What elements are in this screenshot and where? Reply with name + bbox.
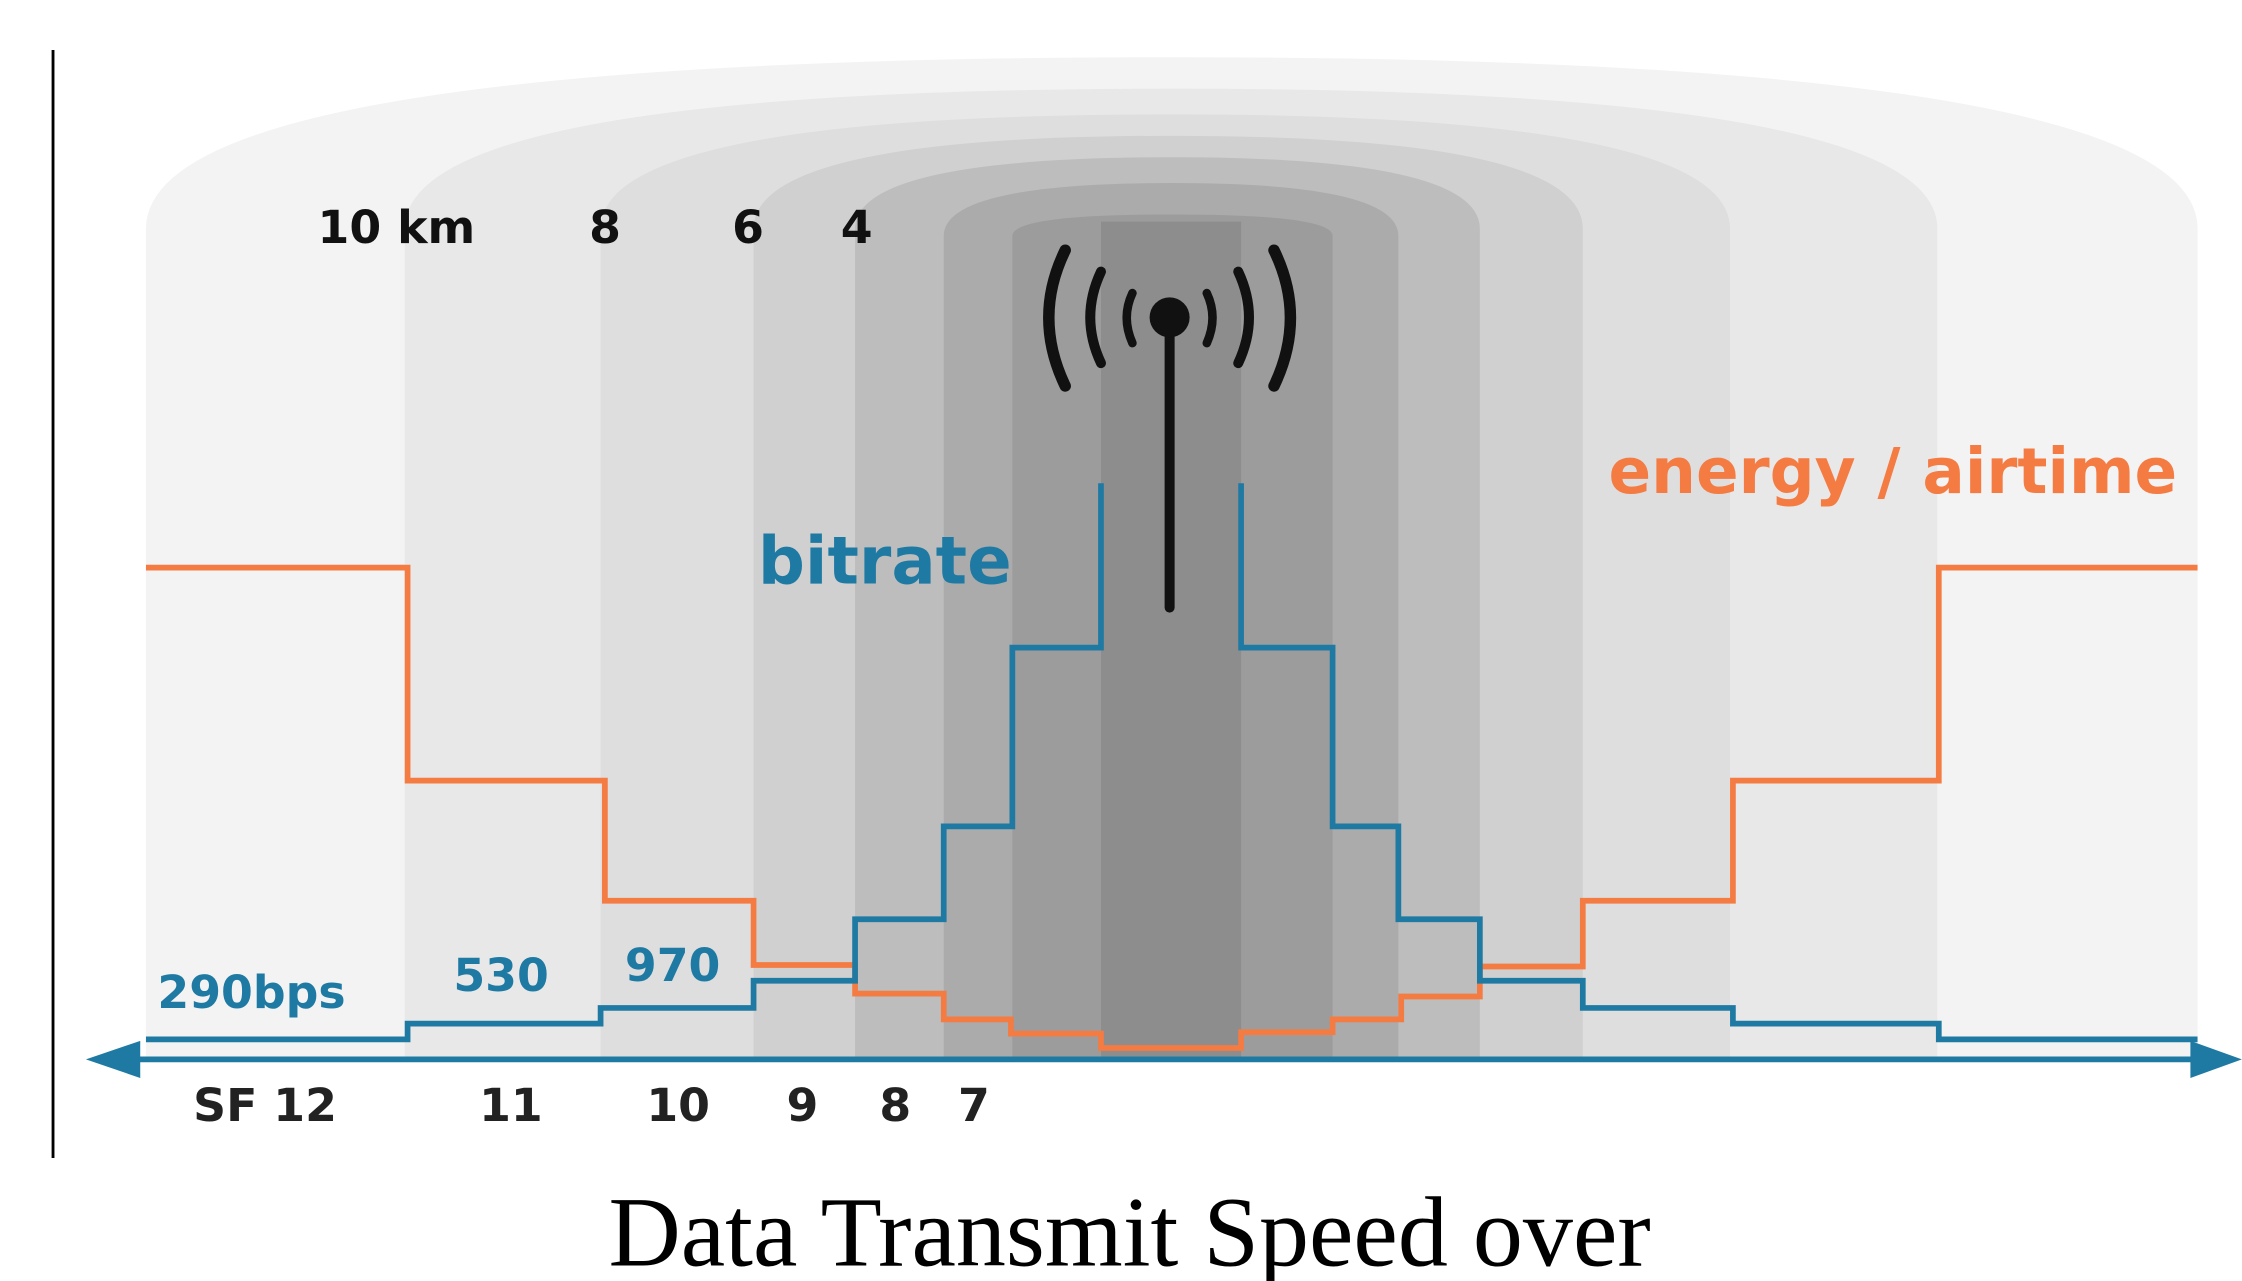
distance-label: 4 <box>841 201 873 254</box>
bitrate-label: 290bps <box>157 966 345 1019</box>
bitrate-title: bitrate <box>758 522 1012 599</box>
spreading-factor-label: 7 <box>958 1079 990 1132</box>
bitrate-label: 530 <box>453 949 549 1002</box>
caption: Data Transmit Speed over <box>608 1176 1650 1281</box>
bitrate-label: 970 <box>625 939 721 992</box>
distance-label: 8 <box>589 201 621 254</box>
distance-label: 6 <box>732 201 764 254</box>
distance-label: 10 km <box>318 201 476 254</box>
spreading-factor-label: 8 <box>879 1079 911 1132</box>
spreading-factor-label: 11 <box>479 1079 543 1132</box>
spreading-factor-label: 10 <box>646 1079 710 1132</box>
diagram: 10 km864SF 121110987290bps530970bitratee… <box>0 0 2242 1281</box>
spreading-factor-label: 9 <box>786 1079 818 1132</box>
spreading-factor-label: SF 12 <box>193 1079 337 1132</box>
energy-title: energy / airtime <box>1609 435 2178 508</box>
page: {"distances": ["10 km", "8", "6", "4"], … <box>0 0 2242 1281</box>
